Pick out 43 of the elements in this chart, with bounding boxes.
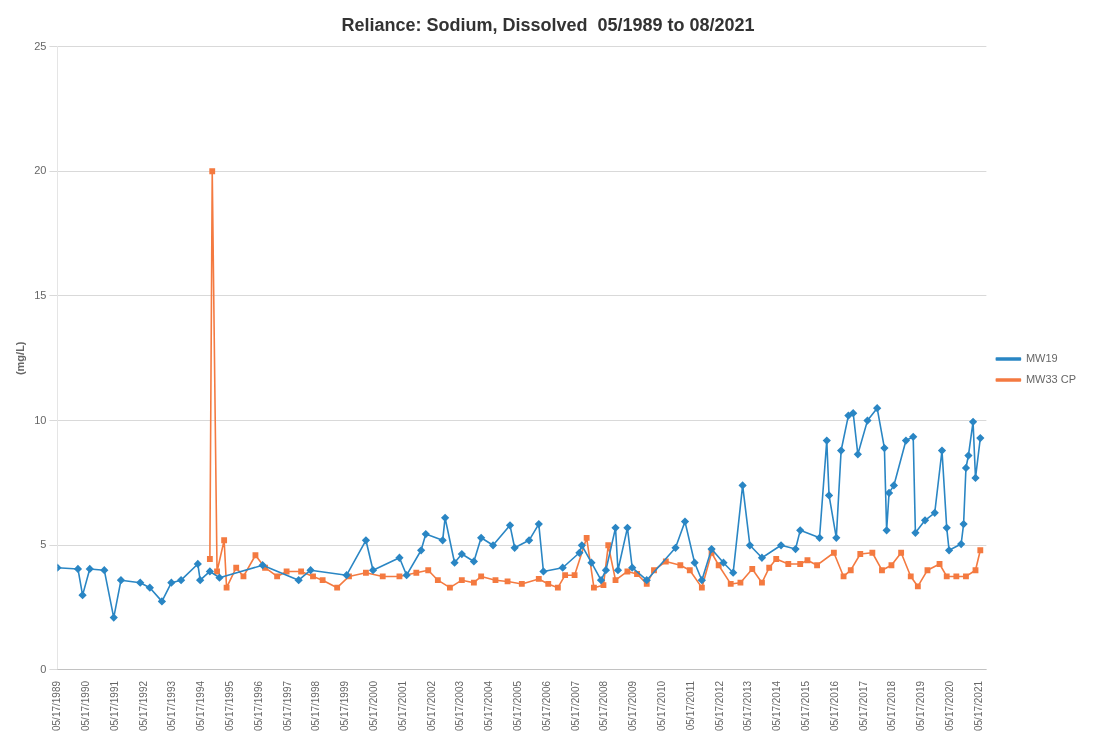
- y-tick-label: 0: [40, 662, 47, 675]
- x-tick-label: 05/17/2008: [598, 680, 610, 732]
- x-tick-label: 05/17/2017: [857, 680, 869, 732]
- x-tick-label: 05/17/2019: [915, 680, 927, 732]
- x-tick-label: 05/17/2013: [742, 680, 754, 732]
- legend-label: MW19: [1025, 352, 1058, 365]
- y-tick-label: 5: [40, 538, 47, 551]
- x-tick-label: 05/17/1991: [108, 680, 120, 732]
- x-tick-label: 05/17/2000: [368, 680, 380, 732]
- y-tick-label: 10: [34, 413, 47, 426]
- chart-title: Reliance: Sodium, Dissolved 05/1989 to 08/2021: [341, 14, 755, 35]
- x-tick-label: 05/17/2021: [972, 680, 984, 732]
- x-tick-label: 05/17/2002: [425, 680, 437, 732]
- x-tick-label: 05/17/1996: [252, 680, 264, 732]
- y-tick-label: 25: [34, 39, 47, 52]
- y-axis-title: (mg/L): [13, 341, 26, 376]
- x-tick-label: 05/17/2016: [828, 680, 840, 732]
- x-tick-label: 05/17/2001: [396, 680, 408, 732]
- x-tick-label: 05/17/2014: [771, 680, 783, 732]
- x-tick-label: 05/17/2015: [800, 680, 812, 732]
- x-tick-label: 05/17/1997: [281, 680, 293, 732]
- x-tick-label: 05/17/2012: [713, 680, 725, 732]
- x-tick-label: 05/17/1998: [310, 680, 322, 732]
- x-tick-label: 05/17/1992: [137, 680, 149, 732]
- y-tick-label: 20: [34, 164, 47, 177]
- x-tick-label: 05/17/2018: [886, 680, 898, 732]
- x-tick-label: 05/17/1993: [166, 680, 178, 732]
- x-tick-label: 05/17/2003: [454, 680, 466, 732]
- x-tick-label: 05/17/1995: [223, 680, 235, 732]
- x-tick-label: 05/17/2009: [627, 680, 639, 732]
- x-tick-label: 05/17/2007: [569, 680, 581, 732]
- x-tick-label: 05/17/2011: [684, 680, 696, 731]
- legend-label: MW33 CP: [1025, 373, 1077, 386]
- x-tick-label: 05/17/1999: [339, 680, 351, 732]
- x-tick-label: 05/17/2010: [656, 680, 668, 732]
- x-tick-label: 05/17/2006: [540, 680, 552, 732]
- x-tick-label: 05/17/1990: [79, 680, 91, 732]
- x-tick-label: 05/17/2004: [483, 680, 495, 732]
- x-tick-label: 05/17/1994: [195, 680, 207, 732]
- y-tick-label: 15: [34, 288, 47, 301]
- x-tick-label: 05/17/2005: [512, 680, 524, 732]
- x-tick-label: 05/17/2020: [944, 680, 956, 732]
- x-tick-label: 05/17/1989: [51, 680, 63, 732]
